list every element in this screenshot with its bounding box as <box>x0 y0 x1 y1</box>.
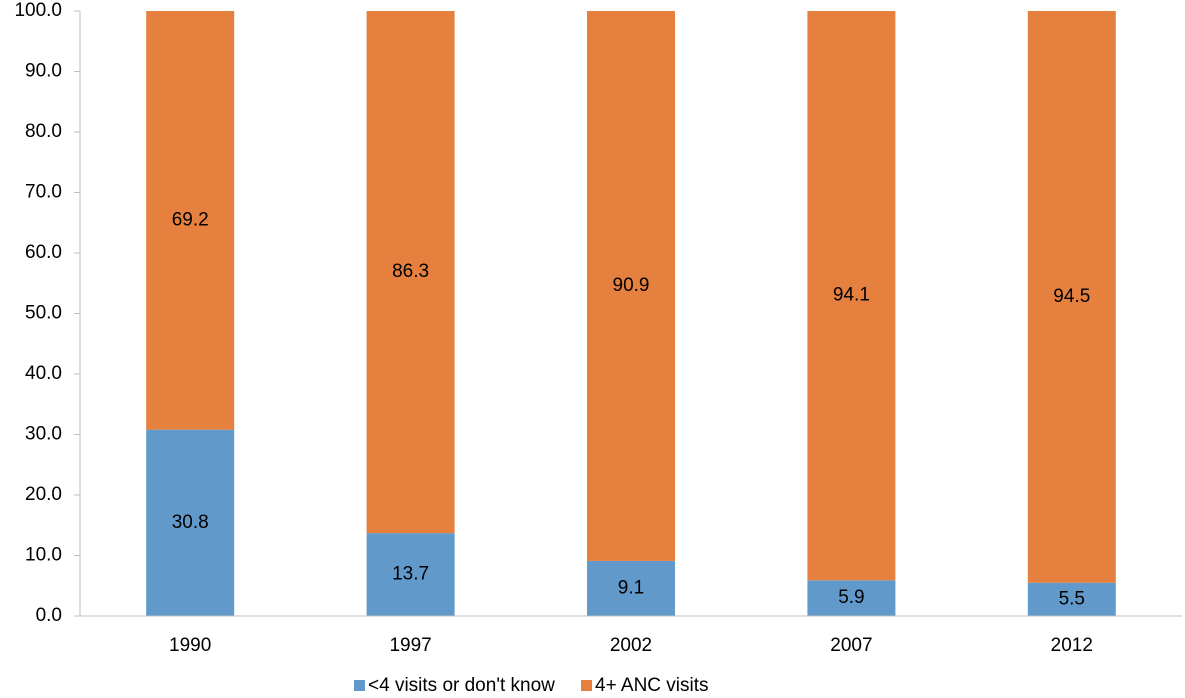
y-tick-label: 100.0 <box>14 0 62 21</box>
x-tick-label: 2007 <box>830 635 872 656</box>
data-label: 13.7 <box>392 564 429 585</box>
legend-swatch <box>354 680 365 691</box>
x-tick-label: 1990 <box>169 635 211 656</box>
bar-segment <box>366 11 455 534</box>
y-tick-label: 10.0 <box>25 545 62 566</box>
bar-segment <box>1027 582 1116 616</box>
x-tick-label: 1997 <box>389 635 431 656</box>
y-tick-label: 90.0 <box>25 61 62 82</box>
bar-segment <box>146 429 235 616</box>
legend-label: <4 visits or don't know <box>368 675 555 696</box>
data-label: 86.3 <box>392 261 429 282</box>
x-tick-label: 2002 <box>610 635 652 656</box>
data-label: 94.5 <box>1053 286 1090 307</box>
bar-segment <box>807 580 896 616</box>
bar-segment <box>1027 11 1116 583</box>
y-tick-label: 0.0 <box>36 605 62 626</box>
bar-segment <box>146 11 235 430</box>
legend-swatch <box>581 680 592 691</box>
x-tick-label: 2012 <box>1051 635 1093 656</box>
bar-segment <box>587 560 675 616</box>
y-tick-label: 70.0 <box>25 182 62 203</box>
data-label: 9.1 <box>618 577 644 598</box>
data-label: 69.2 <box>172 209 209 230</box>
bar-segment <box>366 533 455 616</box>
data-label: 5.9 <box>838 587 864 608</box>
data-label: 30.8 <box>172 512 209 533</box>
bar-segment <box>807 11 896 581</box>
data-label: 90.9 <box>613 275 650 296</box>
y-tick-label: 50.0 <box>25 303 62 324</box>
y-tick-label: 30.0 <box>25 424 62 445</box>
y-tick-label: 20.0 <box>25 484 62 505</box>
y-tick-label: 60.0 <box>25 242 62 263</box>
y-tick-label: 40.0 <box>25 363 62 384</box>
data-label: 5.5 <box>1059 588 1085 609</box>
y-tick-label: 80.0 <box>25 121 62 142</box>
data-label: 94.1 <box>833 285 870 306</box>
bar-segment <box>587 11 675 561</box>
legend-label: 4+ ANC visits <box>595 675 709 696</box>
